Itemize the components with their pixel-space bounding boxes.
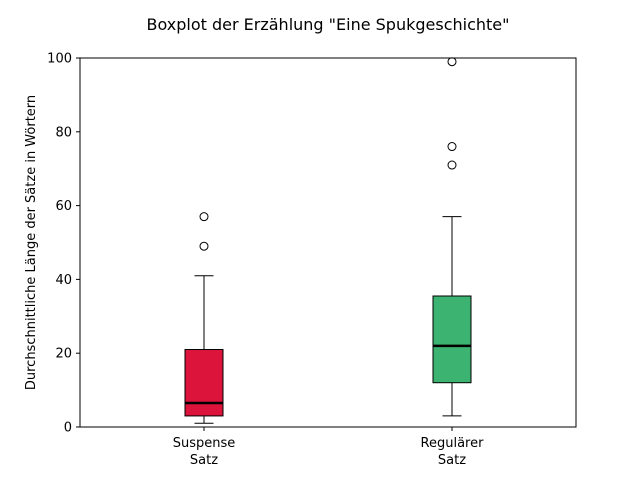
y-tick-label: 100 [47, 52, 72, 67]
y-axis: 0 20 40 60 80 100 [47, 52, 80, 436]
outlier-point [199, 241, 209, 251]
box [184, 349, 224, 417]
plot-frame [79, 57, 577, 428]
y-tick-label: 60 [55, 199, 72, 214]
x-tick-label: Suspense [173, 436, 236, 451]
outlier-point [199, 212, 209, 222]
y-tick-label: 80 [55, 125, 72, 140]
x-tick-label-line2: Satz [438, 453, 466, 468]
x-tick-label-line2: Satz [190, 453, 218, 468]
y-tick-label: 20 [55, 347, 72, 362]
outlier-point [447, 57, 457, 67]
x-axis: Suspense Satz Regulärer Satz [173, 427, 484, 468]
chart-title: Boxplot der Erzählung "Eine Spukgeschich… [147, 15, 510, 34]
y-tick-label: 0 [64, 421, 72, 436]
outlier-point [447, 160, 457, 170]
y-axis-label: Durchschnittliche Länge der Sätze in Wör… [24, 95, 39, 390]
box [432, 295, 472, 384]
x-tick-label: Regulärer [421, 436, 485, 451]
boxes [184, 57, 472, 424]
outlier-point [447, 142, 457, 152]
y-tick-label: 40 [55, 273, 72, 288]
